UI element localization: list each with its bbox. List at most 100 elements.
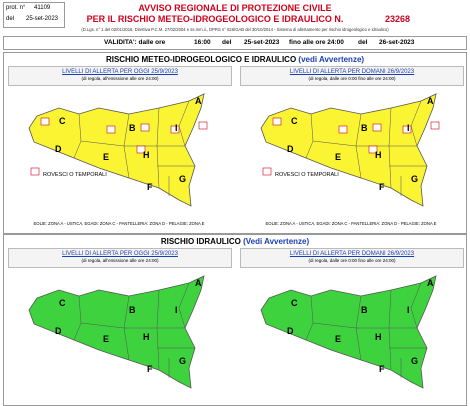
zone-label: H xyxy=(143,332,150,342)
storm-icon xyxy=(40,117,50,126)
islands-note: EOLIE: ZONA A - USTICA, EGADI: ZONA C - … xyxy=(33,221,205,226)
zone-label: C xyxy=(291,116,298,126)
start-date: 25-set-2023 xyxy=(244,39,280,46)
panel-title: LIVELLI DI ALLERTA PER DOMANI 26/9/2023 xyxy=(289,251,415,257)
validity-row: VALIDITA': dalle ore 16:00 del 25-set-20… xyxy=(3,36,467,50)
legal-note: (D.Lgs. n° 1 del 02/01/2018, Direttiva P… xyxy=(81,27,389,32)
zone-label: F xyxy=(147,364,153,374)
zone-label: C xyxy=(59,116,66,126)
zone-label: G xyxy=(179,356,186,366)
storm-icon xyxy=(338,125,348,134)
storm-icon xyxy=(106,125,116,134)
title-2: PER IL RISCHIO METEO-IDROGEOLOGICO E IDR… xyxy=(86,14,344,24)
section-title: RISCHIO METEO-IDROGEOLOGICO E IDRAULICO … xyxy=(4,55,466,64)
storm-icon xyxy=(136,145,146,154)
until: fino alle ore 24:00 xyxy=(289,39,344,46)
title-1: AVVISO REGIONALE DI PROTEZIONE CIVILE xyxy=(138,3,332,13)
storm-icon xyxy=(30,167,40,176)
zone-label: F xyxy=(379,182,385,192)
zone-border xyxy=(80,140,125,147)
zone-border xyxy=(80,322,125,329)
map: ROVESCI O TEMPORALI A B C D E F G H I xyxy=(260,93,440,207)
storm-icon xyxy=(140,123,150,132)
zone-label: E xyxy=(103,152,109,162)
zone-label: E xyxy=(335,152,341,162)
zone-border xyxy=(312,140,357,147)
section-title-text: RISCHIO IDRAULICO xyxy=(160,237,241,246)
panel-heading: LIVELLI DI ALLERTA PER OGGI 25/9/2023 (di… xyxy=(8,66,232,86)
zone-label: F xyxy=(147,182,153,192)
map: ROVESCI O TEMPORALI A B C D E F G H I xyxy=(28,93,208,207)
zone-label: I xyxy=(407,123,410,133)
zone-border xyxy=(312,322,357,329)
zone-label: B xyxy=(129,305,136,315)
zone-label: D xyxy=(287,326,294,336)
zone-label: H xyxy=(143,150,150,160)
zone-label: E xyxy=(103,334,109,344)
zone-label: A xyxy=(427,96,434,106)
panel-subtitle: (di regola, dalle ore 0:00 fino alle ore… xyxy=(308,76,396,81)
zone-label: A xyxy=(195,278,202,288)
zone-label: F xyxy=(379,364,385,374)
panel-title: LIVELLI DI ALLERTA PER OGGI 25/9/2023 xyxy=(62,251,178,257)
map: A B C D E F G H I xyxy=(260,275,437,389)
storm-icon xyxy=(402,125,412,134)
panel-title: LIVELLI DI ALLERTA PER OGGI 25/9/2023 xyxy=(62,69,178,75)
number: 23268 xyxy=(385,14,411,24)
del: del xyxy=(358,39,368,46)
section: RISCHIO METEO-IDROGEOLOGICO E IDRAULICO … xyxy=(3,52,467,234)
zone-border xyxy=(410,282,422,329)
panel-heading: LIVELLI DI ALLERTA PER OGGI 25/9/2023 (di… xyxy=(8,248,232,268)
validity-label: VALIDITA': dalle ore xyxy=(104,39,166,46)
storm-icon xyxy=(368,145,378,154)
prot-label: prot. n° xyxy=(6,5,26,11)
zone-label: D xyxy=(287,144,294,154)
section-title: RISCHIO IDRAULICO (Vedi Avvertenze) xyxy=(4,237,466,246)
section-title-note: (Vedi Avvertenze) xyxy=(243,237,310,246)
zone-label: B xyxy=(361,123,368,133)
section: RISCHIO IDRAULICO (Vedi Avvertenze) LIVEL… xyxy=(3,234,467,406)
del-value: 25-set-2023 xyxy=(26,16,59,22)
zone-label: I xyxy=(175,305,178,315)
prot-value: 41109 xyxy=(34,5,51,11)
zone-label: C xyxy=(59,298,66,308)
storm-icon xyxy=(170,125,180,134)
prot-box: prot. n° 41109 del 25-set-2023 xyxy=(3,2,65,28)
section-title-text: RISCHIO METEO-IDROGEOLOGICO E IDRAULICO xyxy=(105,55,297,64)
storm-icon xyxy=(262,167,272,176)
zone-label: C xyxy=(291,298,298,308)
panel-subtitle: (di regola, all'emissione alle ore 24:00… xyxy=(81,258,159,263)
zone-label: E xyxy=(335,334,341,344)
zone-label: A xyxy=(195,96,202,106)
zone-label: G xyxy=(411,174,418,184)
storm-icon xyxy=(430,121,440,130)
zone-label: B xyxy=(361,305,368,315)
zone-label: H xyxy=(375,332,382,342)
zone-label: D xyxy=(55,326,62,336)
islands-note: EOLIE: ZONA A - USTICA, EGADI: ZONA C - … xyxy=(265,221,437,226)
end-date: 26-set-2023 xyxy=(379,39,415,46)
panel-heading: LIVELLI DI ALLERTA PER DOMANI 26/9/2023(… xyxy=(240,248,464,268)
storm-icon xyxy=(272,117,282,126)
zone-label: H xyxy=(375,150,382,160)
zone-label: G xyxy=(411,356,418,366)
zone-label: A xyxy=(427,278,434,288)
map-note: ROVESCI O TEMPORALI xyxy=(43,172,107,178)
storm-icon xyxy=(198,121,208,130)
zone-border xyxy=(178,282,190,329)
zone-label: D xyxy=(55,144,62,154)
zone-label: I xyxy=(407,305,410,315)
panel-subtitle: (di regola, dalle ore 0:00 fino alle ore… xyxy=(308,258,396,263)
panel-heading: LIVELLI DI ALLERTA PER DOMANI 26/9/2023(… xyxy=(240,66,464,86)
zone-label: G xyxy=(179,174,186,184)
del-label: del xyxy=(6,16,15,22)
map-note: ROVESCI O TEMPORALI xyxy=(275,172,339,178)
zone-label: B xyxy=(129,123,136,133)
panel-title: LIVELLI DI ALLERTA PER DOMANI 26/9/2023 xyxy=(289,69,415,75)
storm-icon xyxy=(372,123,382,132)
section-title-note: (vedi Avvertenze) xyxy=(298,55,365,64)
del: del xyxy=(222,39,232,46)
map: A B C D E F G H I xyxy=(28,275,205,389)
zone-label: I xyxy=(175,123,178,133)
